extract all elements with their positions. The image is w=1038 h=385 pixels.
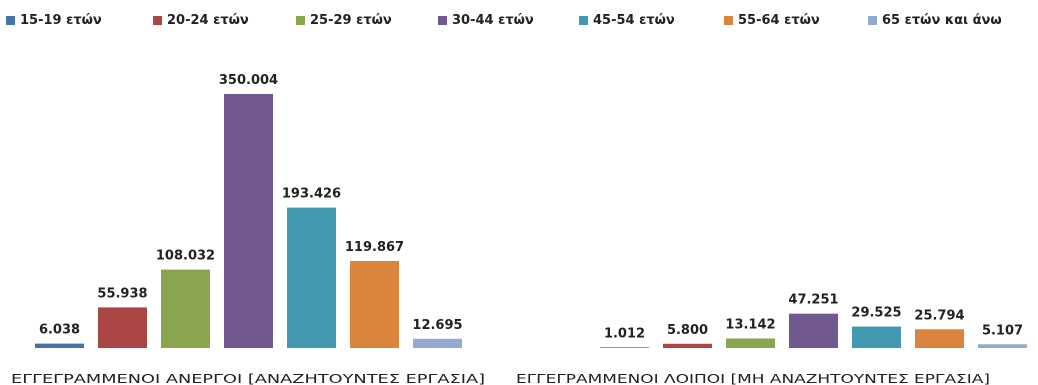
legend-item-2: 20-24 ετών	[153, 10, 249, 30]
legend-item-1: 15-19 ετών	[6, 10, 102, 30]
bar-1-5	[287, 207, 336, 348]
value-label-2-1: 1.012	[604, 326, 645, 341]
bar-1-3	[161, 269, 210, 348]
value-label-1-4: 350.004	[219, 73, 278, 88]
legend-item-5: 45-54 ετών	[579, 10, 675, 30]
bar-1-7	[413, 338, 462, 348]
legend-swatch	[724, 15, 733, 25]
value-label-1-3: 108.032	[156, 249, 215, 264]
legend-label: 45-54 ετών	[593, 12, 675, 28]
bar-2-3	[726, 338, 775, 348]
bar-2-2	[663, 343, 712, 348]
value-label-2-2: 5.800	[667, 323, 708, 338]
category-label-1: ΕΓΓΕΓΡΑΜΜΕΝΟΙ ΑΝΕΡΓΟΙ [ΑΝΑΖΗΤΟΥΝΤΕΣ ΕΡΓΑ…	[11, 371, 485, 385]
value-label-1-2: 55.938	[97, 286, 147, 301]
value-label-2-3: 13.142	[725, 317, 775, 332]
legend-item-7: 65 ετών και άνω	[868, 10, 1002, 30]
legend-label: 30-44 ετών	[452, 12, 534, 28]
value-label-1-1: 6.038	[39, 323, 80, 338]
legend-item-3: 25-29 ετών	[296, 10, 392, 30]
bar-2-6	[915, 329, 964, 348]
bar-2-7	[978, 344, 1027, 348]
bars-group	[35, 94, 1027, 348]
legend-label: 25-29 ετών	[310, 12, 392, 28]
bar-2-4	[789, 313, 838, 348]
legend-label: 65 ετών και άνω	[882, 12, 1002, 28]
legend-swatch	[438, 15, 447, 25]
value-label-1-6: 119.867	[345, 240, 404, 255]
bar-2-1	[600, 347, 649, 348]
value-label-1-7: 12.695	[412, 318, 462, 333]
bar-1-6	[350, 261, 399, 348]
value-label-2-5: 29.525	[851, 306, 901, 321]
legend-swatch	[579, 15, 588, 25]
value-label-1-5: 193.426	[282, 187, 341, 202]
category-labels-group: ΕΓΓΕΓΡΑΜΜΕΝΟΙ ΑΝΕΡΓΟΙ [ΑΝΑΖΗΤΟΥΝΤΕΣ ΕΡΓΑ…	[11, 371, 990, 385]
bar-2-5	[852, 326, 901, 348]
legend-swatch	[153, 15, 162, 25]
legend-swatch	[6, 15, 15, 25]
legend-label: 55-64 ετών	[738, 12, 820, 28]
value-label-2-4: 47.251	[788, 293, 838, 308]
legend-swatch	[296, 15, 305, 25]
bar-1-2	[98, 307, 147, 348]
legend-item-6: 55-64 ετών	[724, 10, 820, 30]
bar-1-1	[35, 343, 84, 348]
value-label-2-6: 25.794	[914, 308, 964, 323]
value-label-2-7: 5.107	[982, 323, 1023, 338]
bar-1-4	[224, 94, 273, 348]
chart-legend: 15-19 ετών 20-24 ετών 25-29 ετών 30-44 ετών…	[0, 10, 1038, 32]
legend-swatch	[868, 15, 877, 25]
legend-label: 20-24 ετών	[167, 12, 249, 28]
legend-item-4: 30-44 ετών	[438, 10, 534, 30]
legend-label: 15-19 ετών	[20, 12, 102, 28]
value-labels-group: 6.038 55.938 108.032 350.004 193.426 119.867 1…	[39, 73, 1023, 341]
category-label-2: ΕΓΓΕΓΡΑΜΜΕΝΟΙ ΛΟΙΠΟΙ [ΜΗ ΑΝΑΖΗΤΟΥΝΤΕΣ ΕΡ…	[516, 371, 990, 385]
